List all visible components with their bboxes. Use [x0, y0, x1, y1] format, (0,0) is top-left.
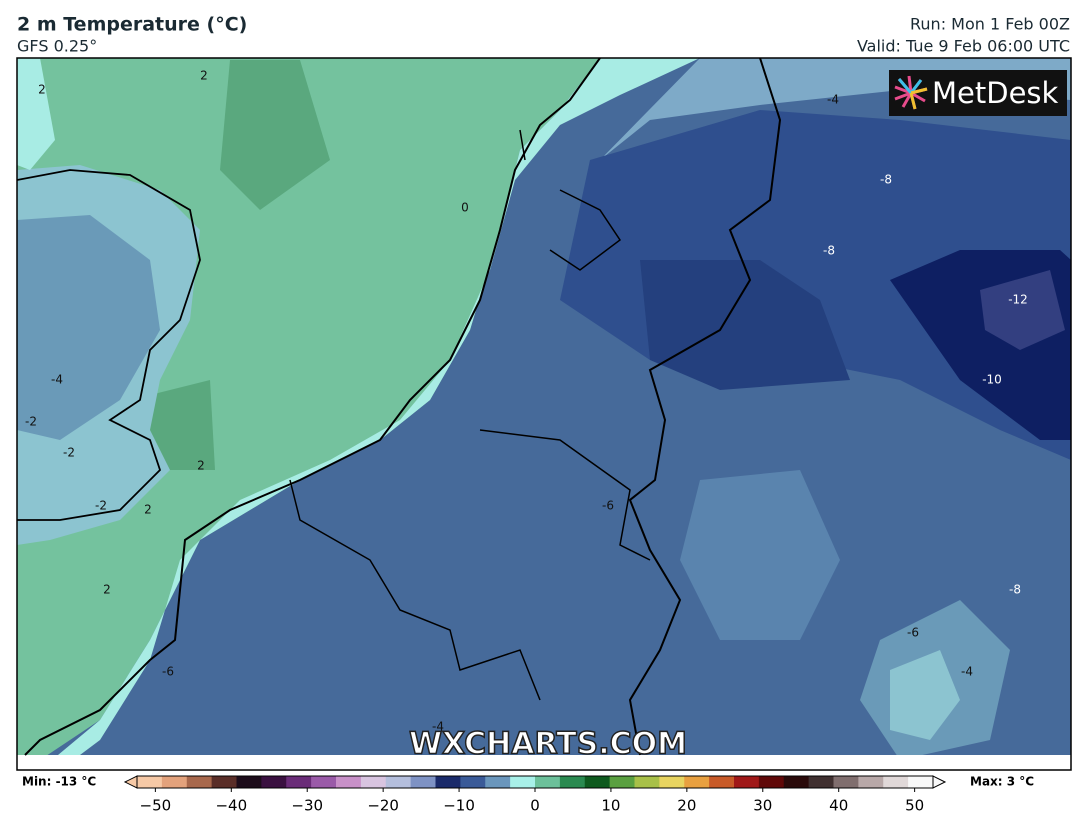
- contour-label: -8: [823, 244, 835, 258]
- contour-label: 2: [38, 83, 46, 97]
- colorbar-swatch: [311, 776, 337, 788]
- logo-icon: [894, 75, 928, 110]
- contour-label: -4: [961, 665, 973, 679]
- colorbar-swatch: [161, 776, 188, 788]
- colorbar-swatch: [385, 776, 412, 788]
- colorbar-tick-label: 30: [753, 797, 772, 815]
- colorbar-tick-label: −50: [140, 797, 172, 815]
- contour-label: -6: [162, 665, 174, 679]
- contour-label: -4: [432, 720, 444, 734]
- colorbar-swatch: [858, 776, 884, 788]
- colorbar-arrow: [123, 775, 138, 789]
- colorbar-swatch: [808, 776, 834, 788]
- contour-label: 2: [200, 69, 208, 83]
- colorbar-swatch: [758, 776, 785, 788]
- watermark: WXCHARTS.COM: [409, 727, 687, 762]
- colorbar-swatch: [485, 776, 511, 788]
- colorbar-swatch: [609, 776, 635, 788]
- colorbar-swatch: [908, 776, 934, 788]
- colorbar-swatch: [709, 776, 735, 788]
- valid-time: Valid: Tue 9 Feb 06:00 UTC: [857, 37, 1070, 56]
- contour-label: -2: [25, 415, 37, 429]
- contour-label: 2: [144, 503, 152, 517]
- colorbar-swatch: [734, 776, 760, 788]
- logo-text: MetDesk: [932, 76, 1059, 110]
- contour-label: -12: [1008, 293, 1028, 307]
- colorbar-swatch: [360, 776, 387, 788]
- colorbar-swatch: [833, 776, 859, 788]
- colorbar-swatch: [584, 776, 611, 788]
- colorbar-tick-label: 0: [530, 797, 540, 815]
- map: 2 2 -4 -8 0 -8 -12 -4 -10 -2 -2 2 -2 2 -…: [16, 57, 1072, 771]
- colorbar-tick-label: −40: [215, 797, 247, 815]
- colorbar-tick-label: 50: [905, 797, 924, 815]
- colorbar-swatch: [186, 776, 213, 788]
- colorbar-swatch: [510, 776, 536, 788]
- colorbar-swatch: [236, 776, 262, 788]
- contour-label: -8: [880, 173, 892, 187]
- colorbar-min: Min: -13 °C: [22, 775, 96, 789]
- colorbar-swatch: [684, 776, 710, 788]
- run-time: Run: Mon 1 Feb 00Z: [910, 15, 1070, 34]
- colorbar-swatch: [261, 776, 287, 788]
- colorbar-swatch: [535, 776, 561, 788]
- contour-label: -2: [95, 499, 107, 513]
- colorbar-tick-label: 40: [829, 797, 848, 815]
- colorbar-tick-label: −20: [367, 797, 399, 815]
- colorbar-swatch: [460, 776, 486, 788]
- logo: MetDesk: [889, 70, 1067, 116]
- colorbar-swatch: [435, 776, 461, 788]
- colorbar-swatch: [659, 776, 685, 788]
- contour-label: -4: [827, 93, 839, 107]
- colorbar-tick-label: −10: [443, 797, 475, 815]
- contour-label: -6: [907, 626, 919, 640]
- contour-label: -6: [602, 499, 614, 513]
- subtitle: GFS 0.25°: [17, 37, 97, 56]
- title: 2 m Temperature (°C): [17, 14, 247, 36]
- colorbar-swatch: [410, 776, 436, 788]
- colorbar-swatch: [559, 776, 586, 788]
- contour-label: 2: [197, 459, 205, 473]
- contour-label: -10: [982, 373, 1002, 387]
- colorbar-swatch: [211, 776, 237, 788]
- colorbar-tick-label: 10: [601, 797, 620, 815]
- colorbar-arrow: [932, 775, 947, 789]
- colorbar-tick-label: −30: [291, 797, 323, 815]
- contour-label: -8: [1009, 583, 1021, 597]
- colorbar: Min: -13 °C Max: 3 °C: [22, 775, 1034, 789]
- contour-label: 0: [461, 201, 469, 215]
- colorbar-swatch: [634, 776, 660, 788]
- contour-label: -2: [63, 446, 75, 460]
- colorbar-max: Max: 3 °C: [970, 775, 1034, 789]
- colorbar-swatch: [137, 776, 163, 788]
- colorbar-swatch: [336, 776, 362, 788]
- logo-box: [889, 70, 1067, 116]
- colorbar-swatch: [783, 776, 810, 788]
- contour-label: 2: [103, 583, 111, 597]
- colorbar-swatch: [286, 776, 312, 788]
- colorbar-tick-label: 20: [677, 797, 696, 815]
- colorbar-swatch: [883, 776, 909, 788]
- contour-label: -4: [51, 373, 63, 387]
